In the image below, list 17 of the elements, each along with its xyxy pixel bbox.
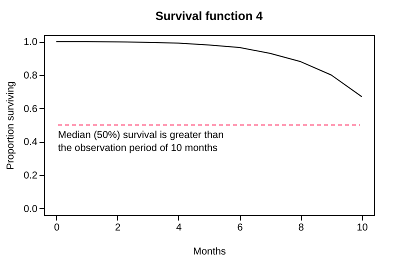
x-tick-label: 4 [176,222,182,234]
y-axis-title: Proportion surviving [6,81,17,170]
x-tick-label: 2 [115,222,122,234]
y-tick-label: 0.0 [24,204,38,215]
chart-title: Survival function 4 [155,9,263,23]
annotation: Median (50%) survival is greater than the observation period of 10 months [58,130,224,154]
x-tick-label: 6 [237,222,244,234]
x-tick-label: 8 [298,222,304,234]
x-tick-label: 0 [54,222,60,234]
y-tick-label: 0.6 [24,104,38,115]
x-axis-title: Months [193,246,226,258]
x-tick-label: 10 [356,222,368,234]
y-tick-label: 0.4 [24,137,38,148]
y-tick-label: 1.0 [24,37,38,48]
y-tick-label: 0.2 [24,170,38,182]
line-series [56,41,362,98]
y-tick-label: 0.8 [24,70,38,82]
